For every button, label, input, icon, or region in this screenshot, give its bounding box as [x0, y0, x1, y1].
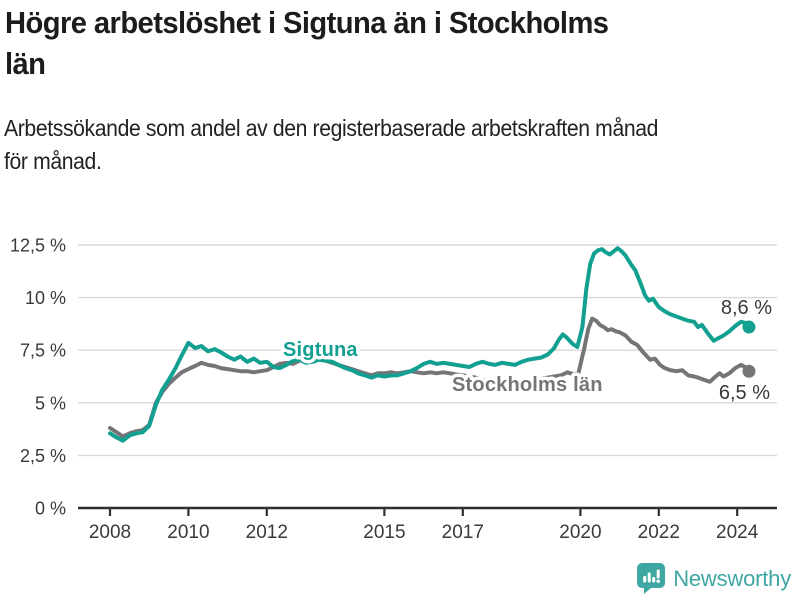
brand-name: Newsworthy: [673, 565, 791, 591]
x-tick-label: 2020: [559, 522, 601, 543]
x-tick-label: 2012: [246, 522, 288, 543]
x-tick-label: 2010: [167, 522, 209, 543]
x-tick-label: 2015: [363, 522, 405, 543]
end-value-label-sigtuna: 8,6 %: [721, 297, 772, 319]
newsworthy-logo-icon: [637, 563, 666, 594]
y-tick-label: 10 %: [25, 288, 66, 308]
chart-header: Högre arbetslöshet i Sigtuna än i Stockh…: [5, 2, 800, 84]
y-tick-label: 2,5 %: [20, 446, 66, 466]
y-tick-label: 0 %: [35, 499, 66, 519]
x-tick-label: 2024: [716, 522, 759, 543]
end-dot-stockholms-lan: [742, 364, 756, 378]
end-dot-sigtuna: [742, 320, 756, 334]
end-value-label-stockholms-lan: 6,5 %: [719, 382, 770, 404]
subtitle-line-2: för månad.: [4, 148, 102, 174]
x-tick-label: 2017: [442, 522, 484, 543]
title-line-1: Högre arbetslöshet i Sigtuna än i Stockh…: [5, 5, 609, 40]
chart-subtitle: Arbetssökande som andel av den registerb…: [4, 112, 658, 178]
newsworthy-brand-link[interactable]: Newsworthy: [637, 563, 791, 594]
y-tick-label: 7,5 %: [20, 341, 66, 361]
subtitle-line-1: Arbetssökande som andel av den registerb…: [4, 115, 659, 141]
y-gridlines: [78, 244, 777, 457]
page-title: Högre arbetslöshet i Sigtuna än i Stockh…: [5, 2, 752, 84]
y-tick-label: 5 %: [35, 393, 66, 413]
title-line-2: län: [5, 46, 46, 81]
series-label-sigtuna: Sigtuna: [283, 339, 358, 361]
series-line-stockholms-lan: [108, 316, 751, 439]
x-tick-label: 2022: [638, 522, 680, 543]
x-tick-label: 2008: [89, 522, 131, 543]
x-axis: 2008 2010 2012 2015 2017 2020 2022 2024: [78, 506, 777, 543]
series-label-stockholms-lan: Stockholms län: [452, 374, 603, 396]
series-line-sigtuna: [108, 246, 751, 443]
y-axis-labels: 0 % 2,5 % 5 % 7,5 % 10 % 12,5 %: [10, 236, 66, 519]
y-tick-label: 12,5 %: [10, 236, 66, 256]
